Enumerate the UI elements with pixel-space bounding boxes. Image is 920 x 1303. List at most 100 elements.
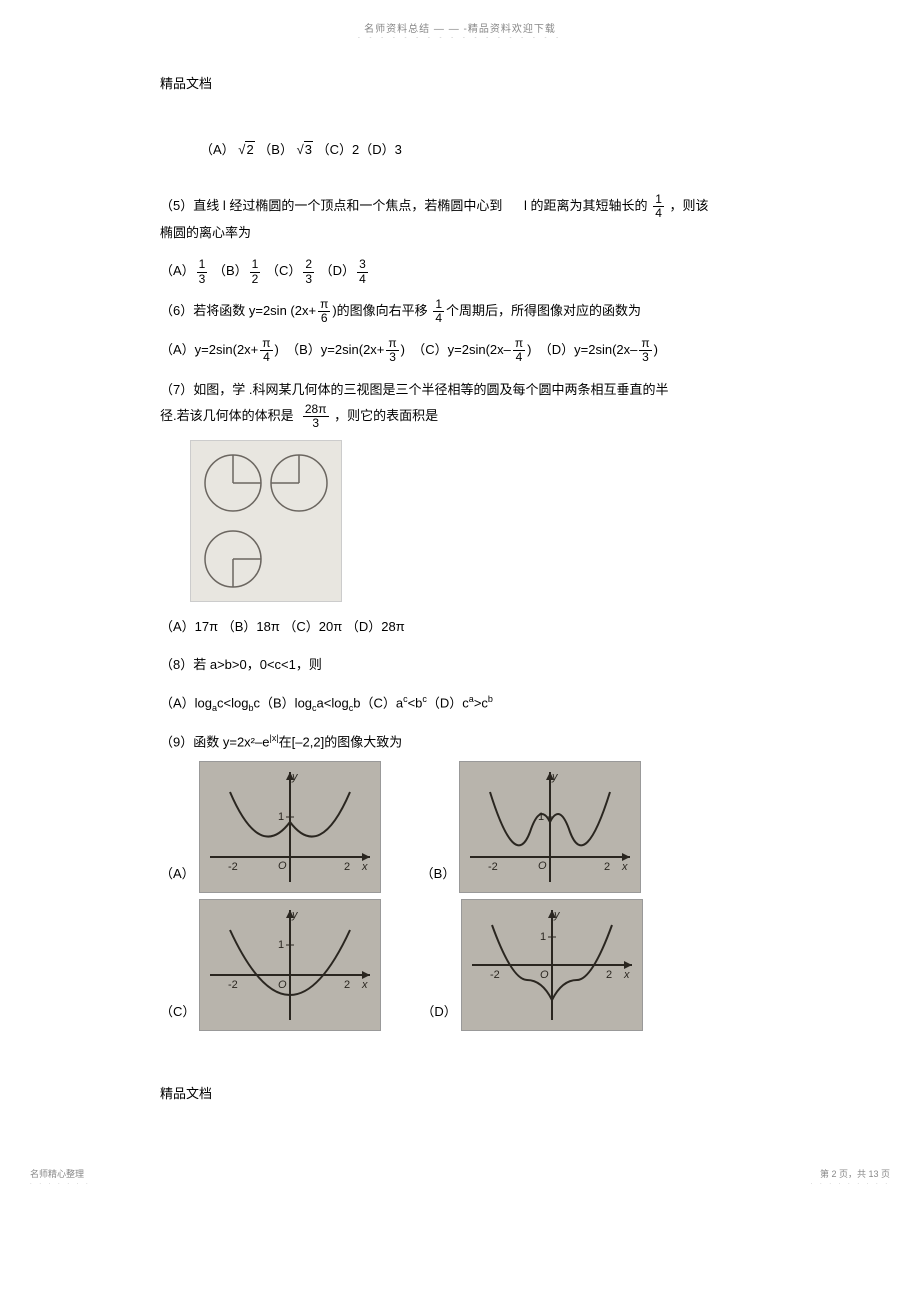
three-view-figure xyxy=(190,440,342,602)
sqrt-2: 2 xyxy=(238,137,254,163)
q4-opt-a-prefix: （A） xyxy=(200,142,235,157)
graph-label-d: （D） xyxy=(421,999,460,1031)
q5-text-b: l 经过椭圆的一个顶点和一个焦点，若椭圆中心到 xyxy=(223,198,503,213)
svg-text:x: x xyxy=(361,979,368,991)
q7-line1: （7）如图，学 .科网某几何体的三视图是三个半径相等的圆及每个圆中两条相互垂直的… xyxy=(160,377,760,403)
q7-line2: 径.若该几何体的体积是 28π3 ，则它的表面积是 xyxy=(160,403,760,430)
q9-text-a: （9）函数 xyxy=(160,734,219,749)
three-view-svg xyxy=(191,441,341,601)
svg-text:2: 2 xyxy=(344,979,350,991)
frac-6b: π3 xyxy=(386,337,398,364)
q7-options: （A）17π （B）18π （C）20π （D）28π xyxy=(160,614,760,640)
svg-text:y: y xyxy=(291,771,299,783)
footer-left: 名师精心整理 . . . . . . . xyxy=(30,1167,91,1186)
svg-text:O: O xyxy=(538,860,547,872)
q6-opt-c-pre: （C）y=2sin(2x– xyxy=(412,342,511,357)
q5-opt-c: （C） xyxy=(266,264,301,279)
svg-text:-2: -2 xyxy=(228,861,238,873)
frac-a: 13 xyxy=(197,258,208,285)
doc-label-top: 精品文档 xyxy=(160,71,760,97)
page-header: 名师资料总结 — — -精品资料欢迎下载 xyxy=(0,0,920,35)
graph-label-c: （C） xyxy=(160,999,199,1031)
svg-text:y: y xyxy=(291,909,299,921)
svg-text:-2: -2 xyxy=(228,979,238,991)
frac-6d: π3 xyxy=(639,337,651,364)
q7-text-b: ，则它的表面积是 xyxy=(334,408,438,423)
svg-text:O: O xyxy=(278,979,287,991)
q4-options: （A） 2 （B） 3 （C）2（D）3 xyxy=(160,137,760,163)
q9-exp: |x| xyxy=(269,733,278,743)
graph-label-a: （A） xyxy=(160,861,199,893)
frac-c: 23 xyxy=(303,258,314,285)
q6-opt-b-pre: （B）y=2sin(2x+ xyxy=(286,342,384,357)
footer-right: 第 2 页，共 13 页 . . . . . . . . . xyxy=(811,1167,890,1186)
frac-b: 12 xyxy=(250,258,261,285)
frac-1-4: 14 xyxy=(653,193,664,220)
q6-text-c: )的图像向右平移 xyxy=(332,303,427,318)
frac-6c: π4 xyxy=(513,337,525,364)
frac-pi6: π6 xyxy=(318,298,330,325)
svg-text:2: 2 xyxy=(606,969,612,981)
footer-right-dots: . . . . . . . . . xyxy=(811,1180,890,1186)
frac-28pi3: 28π3 xyxy=(303,403,329,430)
q6-text-d: 个周期后，所得图像对应的函数为 xyxy=(446,303,641,318)
svg-text:1: 1 xyxy=(278,811,284,823)
svg-text:2: 2 xyxy=(604,861,610,873)
graph-d: y x O -2 2 1 xyxy=(461,899,643,1031)
svg-text:1: 1 xyxy=(540,931,546,943)
q5-line2: 椭圆的离心率为 xyxy=(160,220,760,246)
q4-opt-cd: （C）2（D）3 xyxy=(317,142,402,157)
q9-stem: （9）函数 y=2x²–e|x|在[–2,2]的图像大致为 xyxy=(160,729,760,755)
q7-text-a: 径.若该几何体的体积是 xyxy=(160,408,294,423)
q6-opt-b-post: ) xyxy=(401,342,405,357)
graph-label-b: （B） xyxy=(421,861,460,893)
svg-text:y: y xyxy=(553,909,561,921)
q5-text-d: ，则该 xyxy=(670,198,709,213)
doc-label-bottom: 精品文档 xyxy=(160,1081,760,1107)
svg-text:1: 1 xyxy=(278,939,284,951)
graph-row-2: （C） y x O -2 2 1 （D） xyxy=(160,899,760,1031)
q5-text-c: l 的距离为其短轴长的 xyxy=(524,198,648,213)
graph-row-1: （A） y x O -2 2 1 （B） xyxy=(160,761,760,893)
footer-left-text: 名师精心整理 xyxy=(30,1167,91,1180)
svg-text:x: x xyxy=(361,861,368,873)
q6-text-a: （6）若将函数 xyxy=(160,303,245,318)
svg-text:O: O xyxy=(278,860,287,872)
svg-text:-2: -2 xyxy=(490,969,500,981)
q6-options: （A）y=2sin(2x+π4) （B）y=2sin(2x+π3) （C）y=2… xyxy=(160,337,760,364)
q6-opt-d-pre: （D）y=2sin(2x– xyxy=(539,342,638,357)
q6-opt-c-post: ) xyxy=(527,342,531,357)
q5-text-a: （5）直线 xyxy=(160,198,219,213)
q4-opt-b-prefix: （B） xyxy=(258,142,293,157)
svg-text:x: x xyxy=(623,969,630,981)
footer-left-dots: . . . . . . . xyxy=(30,1180,91,1186)
q5-opt-d: （D） xyxy=(320,264,355,279)
q5-options: （A）13 （B）12 （C）23 （D）34 xyxy=(160,258,760,285)
footer-right-text: 第 2 页，共 13 页 xyxy=(811,1167,890,1180)
svg-text:O: O xyxy=(540,969,549,981)
frac-d: 34 xyxy=(357,258,368,285)
q6-text-b: y=2sin (2x+ xyxy=(249,303,316,318)
page-content: 精品文档 （A） 2 （B） 3 （C）2（D）3 （5）直线 l 经过椭圆的一… xyxy=(0,41,920,1167)
page-footer: 名师精心整理 . . . . . . . 第 2 页，共 13 页 . . . … xyxy=(0,1167,920,1206)
svg-text:1: 1 xyxy=(538,811,544,823)
q6-stem: （6）若将函数 y=2sin (2x+π6)的图像向右平移 14个周期后，所得图… xyxy=(160,298,760,325)
q5-opt-b: （B） xyxy=(213,264,248,279)
q5-opt-a: （A） xyxy=(160,264,195,279)
frac-6a: π4 xyxy=(260,337,272,364)
graph-c: y x O -2 2 1 xyxy=(199,899,381,1031)
q5-line1: （5）直线 l 经过椭圆的一个顶点和一个焦点，若椭圆中心到 l 的距离为其短轴长… xyxy=(160,193,760,220)
svg-text:-2: -2 xyxy=(488,861,498,873)
q8-stem: （8）若 a>b>0，0<c<1，则 xyxy=(160,652,760,678)
svg-text:2: 2 xyxy=(344,861,350,873)
q6-opt-a-post: ) xyxy=(275,342,279,357)
sqrt-3: 3 xyxy=(297,137,313,163)
svg-text:y: y xyxy=(551,771,559,783)
q6-opt-a-pre: （A）y=2sin(2x+ xyxy=(160,342,258,357)
svg-text:x: x xyxy=(621,861,628,873)
q6-opt-d-post: ) xyxy=(654,342,658,357)
q9-text-b: y=2x²–e xyxy=(223,734,270,749)
frac-14b: 14 xyxy=(433,298,444,325)
q8-options: （A）logac<logbc（B）logca<logcb（C）ac<bc（D）c… xyxy=(160,690,760,717)
graph-b: y x O -2 2 1 xyxy=(459,761,641,893)
